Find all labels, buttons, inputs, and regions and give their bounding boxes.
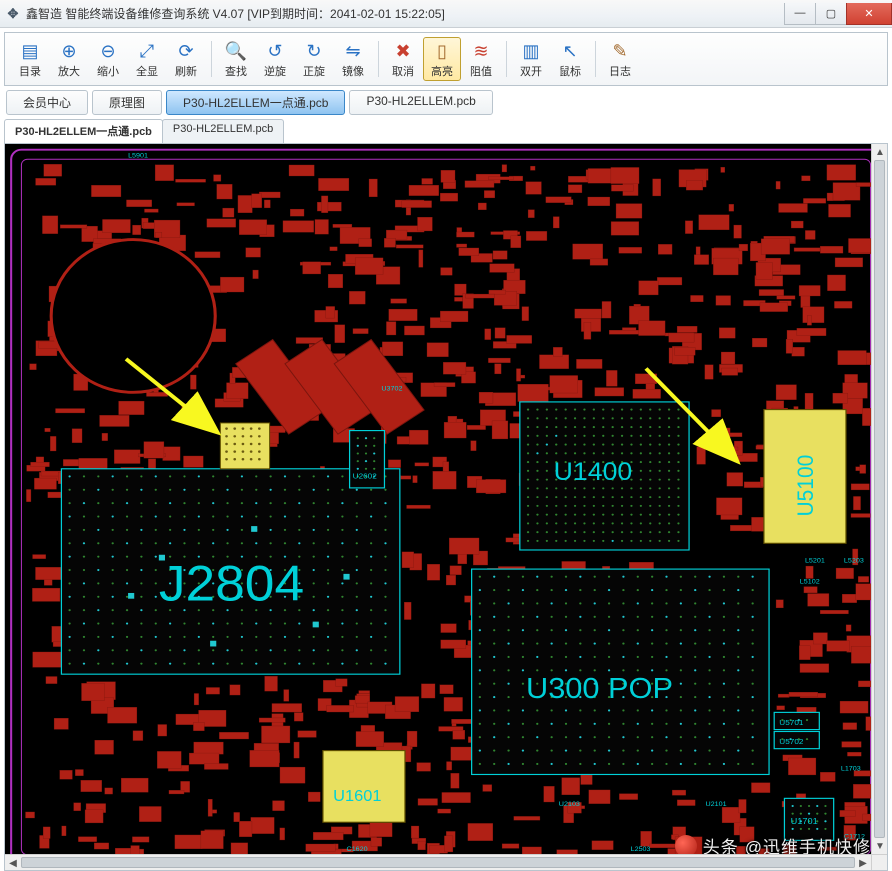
mirror-icon: ⇋ (342, 40, 364, 62)
svg-text:L2503: L2503 (631, 846, 651, 853)
file-tab[interactable]: P30-HL2ELLEM一点通.pcb (166, 90, 345, 115)
svg-text:J2804: J2804 (159, 555, 304, 611)
zoom-out-label: 缩小 (97, 63, 119, 79)
zoom-out-button[interactable]: ⊖缩小 (89, 37, 127, 81)
ohm-label: 阻值 (470, 63, 492, 79)
ohm-button[interactable]: ≋阻值 (462, 37, 500, 81)
cursor-label: 鼠标 (559, 63, 581, 79)
svg-text:U5701: U5701 (779, 718, 804, 727)
catalog-label: 目录 (19, 63, 41, 79)
cancel-icon: ✖ (392, 40, 414, 62)
maximize-button[interactable]: ▢ (815, 3, 847, 25)
search-icon: 🔍 (225, 40, 247, 62)
rotate-cw-button[interactable]: ↻正旋 (295, 37, 333, 81)
svg-text:U2103: U2103 (559, 801, 580, 808)
svg-text:U5702: U5702 (779, 737, 803, 746)
viewer-tab[interactable]: P30-HL2ELLEM.pcb (162, 119, 284, 143)
horizontal-scroll-thumb[interactable] (21, 857, 855, 868)
pcb-canvas[interactable]: J2804 U1400 U300 POP U5100 U1601 U2602 U5701 U5… (5, 144, 887, 870)
catalog-icon: ▤ (19, 40, 41, 62)
svg-text:L5203: L5203 (844, 558, 864, 565)
svg-text:U2602: U2602 (353, 472, 377, 481)
fit-label: 全显 (136, 63, 158, 79)
toolbar-separator (378, 41, 379, 77)
rotate-ccw-icon: ↺ (264, 40, 286, 62)
horizontal-scrollbar[interactable]: ◀ ▶ (5, 854, 871, 870)
vertical-scroll-thumb[interactable] (874, 160, 885, 838)
toolbar-separator (506, 41, 507, 77)
dual-icon: ▥ (520, 40, 542, 62)
svg-text:U1701: U1701 (791, 816, 818, 826)
svg-text:U300 POP: U300 POP (526, 673, 673, 705)
refresh-label: 刷新 (175, 63, 197, 79)
vertical-scrollbar[interactable]: ▲ ▼ (871, 144, 887, 854)
svg-text:U3702: U3702 (381, 386, 402, 393)
catalog-button[interactable]: ▤目录 (11, 37, 49, 81)
window-title: 鑫智造 智能终端设备维修查询系统 V4.07 [VIP到期时间：2041-02-… (26, 5, 445, 22)
scroll-right-icon[interactable]: ▶ (856, 856, 870, 870)
file-tab[interactable]: P30-HL2ELLEM.pcb (349, 90, 492, 115)
sub-tab-row: P30-HL2ELLEM一点通.pcbP30-HL2ELLEM.pcb (0, 115, 892, 143)
close-button[interactable]: ✕ (846, 3, 892, 25)
rotate-cw-label: 正旋 (303, 63, 325, 79)
toolbar-separator (595, 41, 596, 77)
svg-text:U1601: U1601 (333, 789, 382, 805)
highlight-icon: ▯ (431, 40, 453, 62)
file-tab[interactable]: 原理图 (92, 90, 162, 115)
fit-icon: ⤢ (136, 40, 158, 62)
dual-button[interactable]: ▥双开 (512, 37, 550, 81)
ohm-icon: ≋ (470, 40, 492, 62)
svg-text:U1400: U1400 (554, 459, 633, 486)
search-button[interactable]: 🔍查找 (217, 37, 255, 81)
scroll-down-icon[interactable]: ▼ (873, 839, 887, 853)
viewer-tab[interactable]: P30-HL2ELLEM一点通.pcb (4, 119, 163, 143)
mirror-button[interactable]: ⇋镜像 (334, 37, 372, 81)
cursor-icon: ↖ (559, 40, 581, 62)
cursor-button[interactable]: ↖鼠标 (551, 37, 589, 81)
zoom-in-button[interactable]: ⊕放大 (50, 37, 88, 81)
dual-label: 双开 (520, 63, 542, 79)
zoom-out-icon: ⊖ (97, 40, 119, 62)
scroll-up-icon[interactable]: ▲ (873, 145, 887, 159)
file-tab[interactable]: 会员中心 (6, 90, 88, 115)
svg-text:L5901: L5901 (128, 153, 148, 160)
svg-text:L1703: L1703 (841, 766, 861, 773)
zoom-in-label: 放大 (58, 63, 80, 79)
log-icon: ✎ (609, 40, 631, 62)
file-tab-row: 会员中心原理图P30-HL2ELLEM一点通.pcbP30-HL2ELLEM.p… (0, 86, 892, 115)
refresh-icon: ⟳ (175, 40, 197, 62)
svg-text:L5102: L5102 (800, 579, 820, 586)
refresh-button[interactable]: ⟳刷新 (167, 37, 205, 81)
scrollbar-corner (871, 854, 887, 870)
app-icon: ✥ (6, 7, 20, 21)
minimize-button[interactable]: — (784, 3, 816, 25)
cancel-button[interactable]: ✖取消 (384, 37, 422, 81)
search-label: 查找 (225, 63, 247, 79)
mirror-label: 镜像 (342, 63, 364, 79)
highlight-button[interactable]: ▯高亮 (423, 37, 461, 81)
window-controls: — ▢ ✕ (785, 3, 892, 25)
log-button[interactable]: ✎日志 (601, 37, 639, 81)
highlight-label: 高亮 (431, 63, 453, 79)
svg-text:C1620: C1620 (347, 846, 368, 853)
cancel-label: 取消 (392, 63, 414, 79)
fit-button[interactable]: ⤢全显 (128, 37, 166, 81)
rotate-ccw-label: 逆旋 (264, 63, 286, 79)
log-label: 日志 (609, 63, 631, 79)
rotate-cw-icon: ↻ (303, 40, 325, 62)
viewer-frame: J2804 U1400 U300 POP U5100 U1601 U2602 U5701 U5… (4, 143, 888, 871)
titlebar: ✥ 鑫智造 智能终端设备维修查询系统 V4.07 [VIP到期时间：2041-0… (0, 0, 892, 28)
svg-text:U2101: U2101 (705, 801, 726, 808)
svg-text:U5100: U5100 (792, 455, 818, 517)
svg-text:L5201: L5201 (805, 558, 825, 565)
zoom-in-icon: ⊕ (58, 40, 80, 62)
scroll-left-icon[interactable]: ◀ (6, 856, 20, 870)
toolbar-separator (211, 41, 212, 77)
rotate-ccw-button[interactable]: ↺逆旋 (256, 37, 294, 81)
toolbar: ▤目录⊕放大⊖缩小⤢全显⟳刷新🔍查找↺逆旋↻正旋⇋镜像✖取消▯高亮≋阻值▥双开↖… (4, 32, 888, 86)
